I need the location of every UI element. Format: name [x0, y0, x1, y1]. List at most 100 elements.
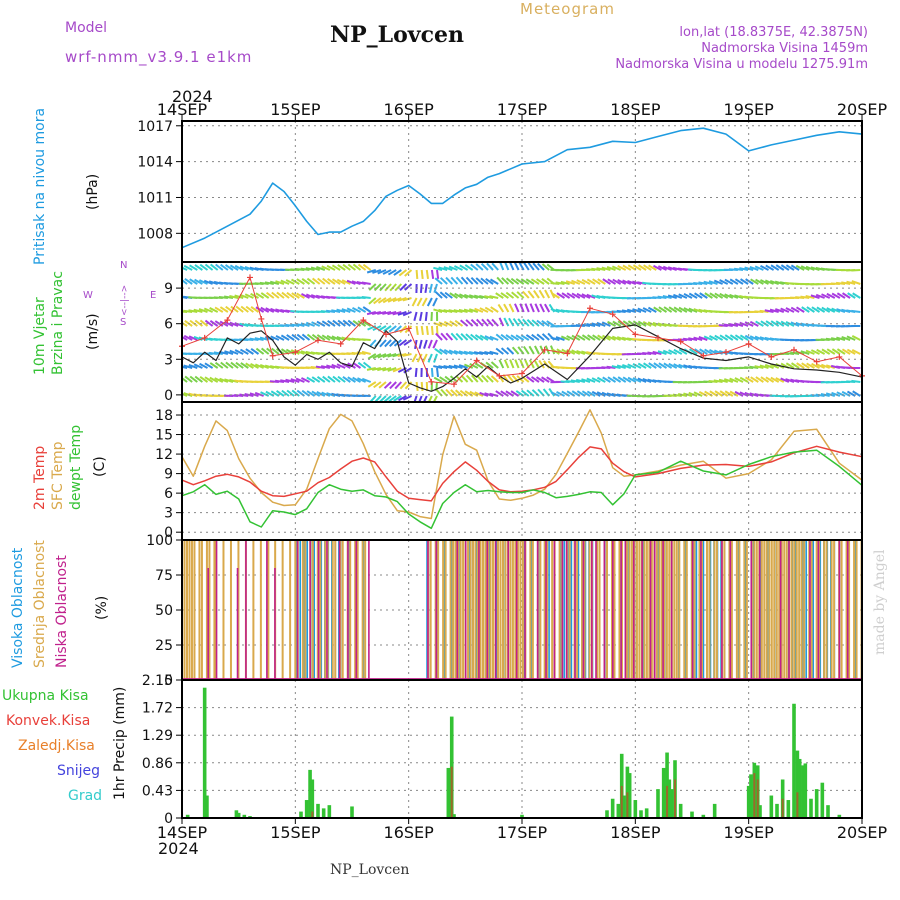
wind-barb: [311, 277, 321, 285]
wind-barb: [189, 278, 198, 285]
wind-barb: [490, 361, 499, 369]
wind-barb: [443, 320, 453, 327]
wind-barb: [622, 376, 632, 383]
precip-total-bar: [327, 805, 332, 818]
wind-barb: [826, 348, 836, 355]
wind-barb: [601, 321, 611, 327]
wind-barb: [657, 265, 667, 271]
wind-barb: [638, 264, 647, 271]
wind-barb: [463, 350, 473, 355]
wind-barb: [480, 277, 489, 285]
wind-barb: [182, 352, 183, 354]
wind-barb: [194, 375, 203, 383]
x-tick-label-top: 14SEP: [157, 100, 208, 119]
wind-barb: [775, 264, 785, 271]
wind-barb: [435, 332, 443, 341]
wind-barb: [496, 276, 505, 285]
wind-barb: [438, 266, 448, 271]
wind-barb: [750, 278, 759, 285]
wind-barb: [424, 283, 428, 294]
wind-barb: [622, 264, 632, 271]
wind-barb: [836, 308, 846, 313]
wind-barb: [413, 395, 418, 402]
wind-barb: [815, 293, 825, 299]
wind-barb: [800, 265, 810, 271]
wind-barb: [526, 389, 535, 397]
wind-barb: [831, 391, 841, 397]
wind-barb: [182, 310, 183, 312]
wind-barb: [352, 362, 362, 369]
wind-barb: [455, 332, 464, 341]
wind-gust-marker: [745, 340, 752, 347]
temp-ylabel-2m: 2m Temp: [32, 446, 48, 510]
precip-total-bar: [236, 812, 241, 818]
wind-barb: [315, 365, 325, 369]
wind-barb: [601, 391, 611, 397]
wind-barb: [503, 359, 510, 369]
wind-barb: [816, 306, 826, 313]
wind-barb: [444, 291, 453, 299]
wind-barb: [234, 294, 244, 299]
meteogram-label: Meteogram: [520, 0, 615, 18]
wind-barb: [602, 278, 611, 285]
wind-barb: [800, 295, 810, 299]
cloud-ylabel-mid: Srednja Oblacnost: [32, 540, 48, 668]
wind-barb: [755, 376, 764, 383]
wind-barb: [739, 334, 749, 341]
wind-barb: [576, 334, 586, 341]
wind-barb: [398, 269, 408, 277]
wind-barb: [790, 264, 800, 271]
wind-barb: [244, 266, 254, 271]
wind-barb: [259, 364, 270, 369]
wind-barb: [366, 269, 377, 274]
wind-barb: [265, 307, 275, 313]
wind-barb: [378, 381, 387, 389]
wind-barb: [532, 262, 540, 271]
precip-total-bar: [304, 800, 309, 818]
wind-barb: [805, 349, 815, 355]
wind-barb: [379, 283, 387, 292]
wind-barb: [286, 291, 295, 299]
wind-barb: [723, 323, 733, 327]
wind-barb: [182, 380, 183, 382]
compass-n: N: [120, 260, 127, 271]
wind-barb: [851, 280, 861, 285]
wind-barb: [739, 267, 749, 271]
wind-barb: [745, 278, 754, 285]
wind-barb: [678, 363, 688, 369]
wind-barb: [337, 375, 346, 383]
precip-total-bar: [669, 789, 674, 818]
wind-barb: [495, 347, 504, 355]
precip-conv-bar: [781, 798, 784, 818]
wind-barb: [468, 294, 479, 299]
wind-barb: [699, 348, 708, 355]
wind-barb: [449, 292, 458, 299]
wind-barb: [693, 336, 703, 341]
wind-barb: [724, 334, 734, 341]
wind-barb: [481, 374, 489, 383]
wind-barb: [571, 349, 581, 355]
wind-barb: [317, 277, 326, 285]
precip-total-bar: [310, 779, 315, 818]
wind-barb: [770, 363, 780, 369]
wind-barb: [239, 293, 249, 299]
wind-barb: [421, 297, 428, 307]
wind-barb: [285, 378, 295, 383]
wind-barb: [362, 263, 372, 271]
wind-barb: [220, 361, 229, 369]
wind-barb: [357, 320, 367, 327]
wind-barb: [566, 348, 576, 355]
wind-barb: [836, 336, 846, 341]
wind-barb: [430, 269, 435, 280]
wind-barb: [503, 303, 510, 313]
wind-barb: [321, 265, 331, 271]
wind-barb: [474, 307, 484, 313]
wind-barb: [453, 309, 463, 313]
wind-barb: [341, 362, 351, 369]
wind-barb: [322, 375, 331, 383]
wind-barb: [275, 334, 285, 341]
wind-barb: [759, 309, 769, 313]
wind-barb: [387, 353, 397, 358]
wind-barb: [612, 278, 622, 285]
